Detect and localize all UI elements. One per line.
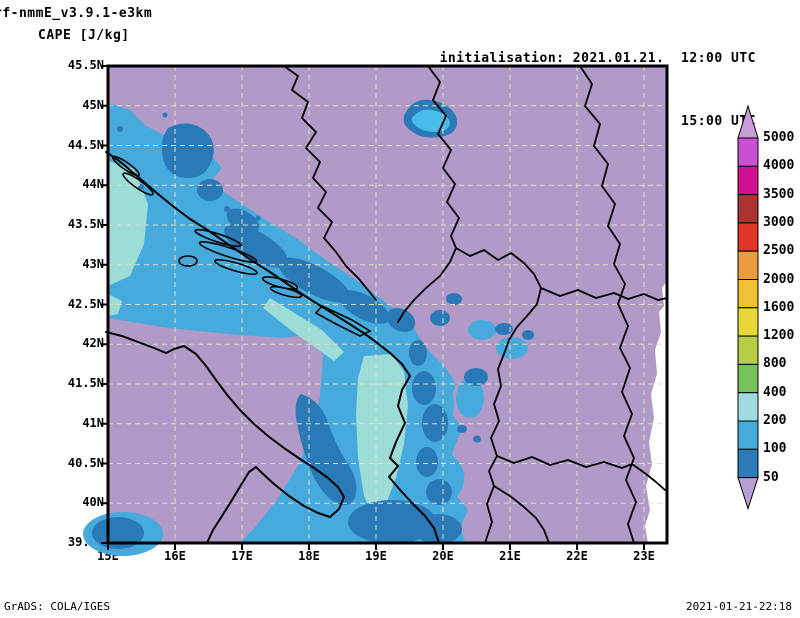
lat-label: 41.5N <box>67 376 104 390</box>
lat-label: 41N <box>82 415 104 430</box>
lon-label: 19E <box>365 549 387 563</box>
colorbar-segment <box>737 194 759 224</box>
creation-timestamp: 2021-01-21-22:18 <box>686 600 792 613</box>
island-outline <box>194 228 242 248</box>
border-east-vertical <box>579 65 637 544</box>
cape-field-50-100 <box>92 112 534 549</box>
colorbar-segment <box>737 392 759 422</box>
lat-label: 45.5N <box>67 58 104 72</box>
island-outline <box>214 259 258 275</box>
lat-label: 43N <box>82 256 104 271</box>
lon-label: 23E <box>633 549 655 563</box>
border-east-horizontal <box>540 287 668 301</box>
coastline-adriatic-east <box>105 151 440 544</box>
coastline-italy <box>105 331 345 544</box>
model-title: rf-nmmE_v3.9.1-e3km <box>0 6 153 21</box>
island-outline <box>269 285 303 299</box>
lat-label: 40.5N <box>67 455 104 470</box>
border-southeast <box>455 247 542 544</box>
axis-ticks <box>101 65 645 550</box>
colorbar-label: 4000 <box>763 158 795 174</box>
colorbar-label: 3000 <box>763 214 795 230</box>
lat-label: 42N <box>82 336 104 351</box>
colorbar-label: 200 <box>763 413 787 428</box>
colorbar-label: 2500 <box>763 243 795 259</box>
colorbar-label: 50 <box>763 469 779 485</box>
colorbar-segment <box>737 335 759 365</box>
border-central <box>397 65 460 323</box>
lat-label: 44.5N <box>67 137 104 152</box>
map-canvas <box>83 64 669 556</box>
island-outline <box>122 172 154 196</box>
lat-label: 42.5N <box>67 296 104 311</box>
colorbar <box>737 104 759 511</box>
lon-label: 21E <box>499 549 521 563</box>
island-outline <box>111 155 141 177</box>
lon-label: 16E <box>164 549 186 563</box>
island-outline <box>178 255 198 267</box>
border-northwest <box>283 65 377 301</box>
colorbar-label: 2000 <box>763 271 795 287</box>
lat-label: 40N <box>82 495 104 510</box>
coastlines-and-borders <box>105 65 668 544</box>
colorbar-segment <box>737 165 759 196</box>
colorbar-label: 1200 <box>763 328 795 344</box>
colorbar-label: 800 <box>763 356 787 372</box>
colorbar-segment <box>737 250 759 280</box>
colorbar-label: 1600 <box>763 299 795 315</box>
lat-label: 44N <box>82 177 104 192</box>
colorbar-label: 3500 <box>763 186 795 202</box>
lon-label: 17E <box>231 549 253 563</box>
init-time-line: initialisation: 2021.01.21. 12:00 UTC <box>439 51 756 66</box>
colorbar-segment <box>737 448 759 479</box>
colorbar-below-arrow <box>737 477 759 511</box>
colorbar-segment <box>737 420 759 450</box>
lat-label: 43.5N <box>67 217 104 231</box>
cape-field-200-400 <box>108 161 408 518</box>
lon-label: 20E <box>432 549 454 563</box>
border-south-horizontal <box>496 455 666 491</box>
colorbar-segment <box>737 222 759 252</box>
variable-title: CAPE [J/kg] <box>38 28 130 43</box>
island-outline <box>198 240 258 264</box>
lon-label: 18E <box>298 549 320 563</box>
colorbar-segment <box>737 137 759 167</box>
peninsula-outline <box>314 305 372 337</box>
lat-label: 45N <box>82 97 104 112</box>
colorbar-segment <box>737 307 759 337</box>
grads-credit: GrADS: COLA/IGES <box>4 600 110 613</box>
cape-blob-north <box>403 99 458 138</box>
lon-label: 22E <box>566 549 588 563</box>
colorbar-segment <box>737 279 759 309</box>
colorbar-label: 400 <box>763 384 787 400</box>
colorbar-above-arrow <box>737 104 759 139</box>
colorbar-label: 5000 <box>763 130 795 145</box>
colorbar-label: 100 <box>763 441 787 457</box>
border-albania-greece <box>493 485 550 544</box>
colorbar-segment <box>737 363 759 394</box>
